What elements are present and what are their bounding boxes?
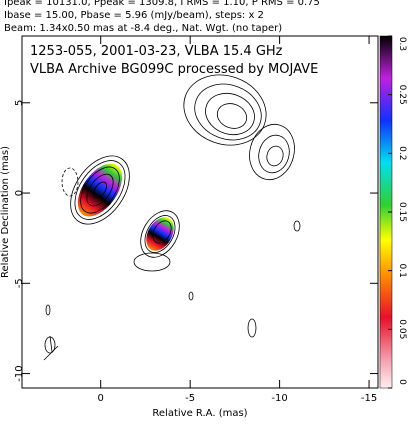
colorbar-tick-label: 0 bbox=[397, 379, 407, 385]
y-tick-label: -5 bbox=[14, 278, 25, 288]
colorbar-tick-label: 0.05 bbox=[397, 319, 407, 339]
y-tick-label: -10 bbox=[14, 365, 25, 381]
x-tick-label: -5 bbox=[185, 393, 195, 404]
x-axis-label: Relative R.A. (mas) bbox=[152, 408, 247, 419]
colorbar-tick-label: 0.3 bbox=[397, 37, 407, 51]
colorbar-tick-label: 0.2 bbox=[397, 146, 407, 160]
y-tick-label: 5 bbox=[14, 100, 25, 106]
colorbar-tick-label: 0.25 bbox=[397, 85, 407, 105]
colorbar-tick-label: 0.1 bbox=[397, 264, 407, 278]
chart-title: 1253-055, 2001-03-23, VLBA 15.4 GHz bbox=[30, 44, 283, 59]
header-line: Beam: 1.34x0.50 mas at -8.4 deg., Nat. W… bbox=[4, 23, 282, 34]
colorbar-tick-label: 0.15 bbox=[397, 202, 407, 222]
contours bbox=[43, 74, 301, 361]
x-tick-label: -10 bbox=[271, 393, 287, 404]
chart-subtitle: VLBA Archive BG099C processed by MOJAVE bbox=[30, 62, 318, 77]
header-line: Ipeak = 10131.0, Ppeak = 1309.8, I RMS =… bbox=[4, 0, 320, 8]
y-axis-label: Relative Declination (mas) bbox=[0, 146, 11, 278]
image bbox=[77, 163, 174, 251]
y-tick-label: 0 bbox=[14, 190, 25, 196]
plot-frame bbox=[21, 35, 379, 389]
header-line: Ibase = 15.00, Pbase = 5.96 (mJy/beam), … bbox=[4, 10, 264, 21]
x-tick-label: -15 bbox=[361, 393, 377, 404]
x-tick-label: 0 bbox=[98, 393, 104, 404]
